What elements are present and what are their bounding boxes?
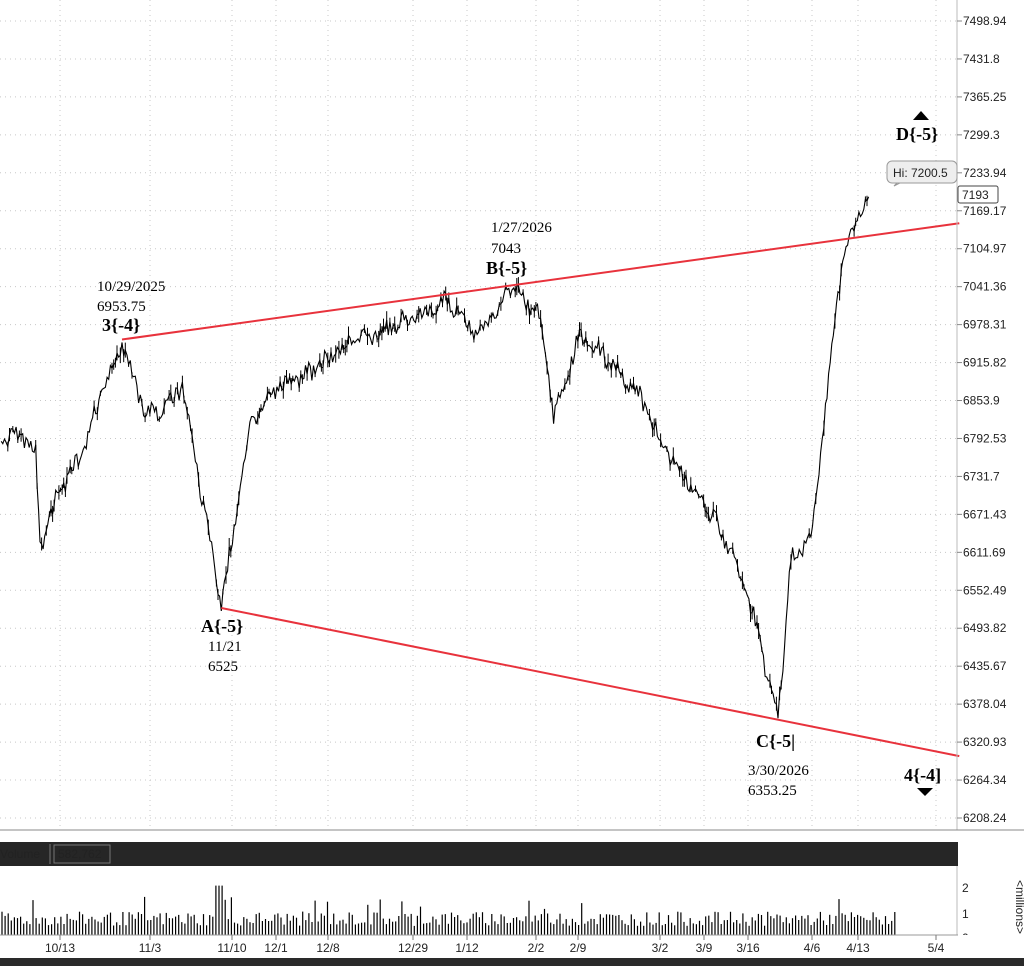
annotation-3: 10/29/2025 6953.75 3{-4} <box>97 279 165 335</box>
volume-title: Volume <box>0 847 40 861</box>
high-tooltip-text: Hi: 7200.5 <box>893 166 948 180</box>
trendline <box>221 607 960 758</box>
x-tick-label: 2/2 <box>528 941 545 955</box>
annotation-a-date: 11/21 <box>208 639 242 655</box>
x-tick-label: 1/12 <box>455 941 479 955</box>
annotation-c-value: 6353.25 <box>748 783 797 799</box>
price-series <box>0 195 870 719</box>
volume-tick-2: 2 <box>962 881 969 895</box>
x-tick-label: 11/3 <box>139 941 162 955</box>
y-tick-label: 6671.43 <box>963 507 1007 521</box>
annotation-4: 4{-4] <box>904 765 941 796</box>
annotation-c-label: C{-5| <box>756 731 795 751</box>
annotation-a: A{-5} 11/21 6525 <box>201 616 243 675</box>
y-tick-label: 7104.97 <box>963 242 1007 256</box>
current-price-label: 7193 <box>962 188 989 202</box>
y-tick-label: 6611.69 <box>963 545 1006 559</box>
x-tick-label: 3/2 <box>652 941 669 955</box>
volume-tick-1: 1 <box>962 907 969 921</box>
x-tick-label: 10/13 <box>45 941 75 955</box>
x-tick-label: 5/4 <box>928 941 945 955</box>
y-tick-label: 7041.36 <box>963 280 1007 294</box>
x-tick-label: 3/16 <box>736 941 760 955</box>
trendline <box>121 222 960 341</box>
current-price-marker: 7193 <box>957 185 999 204</box>
x-tick-label: 12/29 <box>398 941 428 955</box>
y-tick-label: 7498.94 <box>963 14 1007 28</box>
x-tick-label: 4/6 <box>804 941 821 955</box>
x-tick-label: 3/9 <box>696 941 713 955</box>
y-tick-label: 7431.8 <box>963 52 1000 66</box>
y-tick-label: 6731.7 <box>963 469 1000 483</box>
price-line <box>0 196 870 719</box>
y-tick-label: 6552.49 <box>963 583 1007 597</box>
arrow-down-icon <box>917 788 933 796</box>
annotation-d: D{-5} <box>896 111 938 144</box>
annotation-3-value: 6953.75 <box>97 299 146 315</box>
y-tick-label: 6853.9 <box>963 394 1000 408</box>
annotation-3-label: 3{-4} <box>102 315 140 335</box>
y-tick-label: 6493.82 <box>963 621 1007 635</box>
annotation-c: C{-5| 3/30/2026 6353.25 <box>748 731 809 799</box>
grid-lines <box>0 0 957 830</box>
annotation-b-label: B{-5} <box>486 258 527 278</box>
x-axis: 10/13 11/3 11/10 12/1 12/8 12/29 1/12 2/2 2/9 3/2… <box>0 934 1024 966</box>
arrow-up-icon <box>913 111 929 120</box>
y-tick-label: 7299.3 <box>963 128 1000 142</box>
y-tick-label: 6208.24 <box>963 811 1007 825</box>
y-tick-label: 7169.17 <box>963 204 1007 218</box>
x-tick-label: 12/1 <box>264 941 288 955</box>
volume-bars <box>1 885 896 935</box>
y-tick-label: 6320.93 <box>963 735 1007 749</box>
y-tick-label: 7365.25 <box>963 90 1007 104</box>
annotation-b-value: 7043 <box>491 241 521 257</box>
y-tick-label: 6978.31 <box>963 318 1007 332</box>
x-tick-label: 11/10 <box>217 941 246 955</box>
y-tick-label: 6264.34 <box>963 773 1007 787</box>
high-tooltip: Hi: 7200.5 <box>886 160 958 187</box>
x-tick-label: 12/8 <box>316 941 340 955</box>
annotation-d-label: D{-5} <box>896 124 938 144</box>
annotation-4-label: 4{-4] <box>904 765 941 785</box>
x-tick-label: 2/9 <box>570 941 587 955</box>
y-axis: 7498.94 7431.8 7365.25 7299.3 7233.94 7169.17… <box>957 14 1007 825</box>
y-tick-label: 7233.94 <box>963 166 1007 180</box>
annotation-a-value: 6525 <box>208 659 238 675</box>
y-tick-label: 6792.53 <box>963 431 1007 445</box>
annotation-3-date: 10/29/2025 <box>97 279 165 295</box>
annotation-c-date: 3/30/2026 <box>748 763 809 779</box>
annotation-b: 1/27/2026 7043 B{-5} <box>486 220 552 278</box>
annotation-b-date: 1/27/2026 <box>491 220 552 236</box>
y-tick-label: 6378.04 <box>963 697 1007 711</box>
annotation-a-label: A{-5} <box>201 616 243 636</box>
y-tick-label: 6435.67 <box>963 659 1007 673</box>
volume-value: 582,762 <box>58 847 102 861</box>
x-tick-label: 4/13 <box>846 941 870 955</box>
y-tick-label: 6915.82 <box>963 356 1007 370</box>
volume-unit: <millions> <box>1013 880 1024 934</box>
trendlines <box>121 222 960 758</box>
